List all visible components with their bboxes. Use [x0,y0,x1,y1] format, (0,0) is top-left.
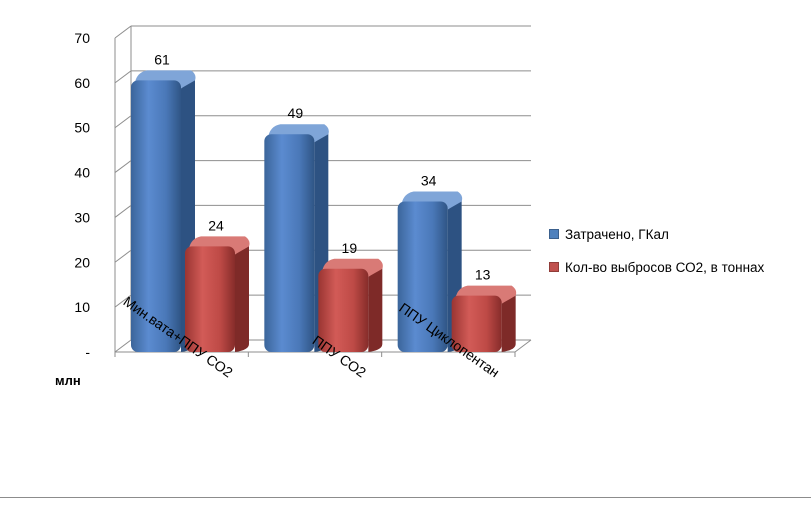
gridline-side [114,70,132,84]
bar [185,236,250,352]
y-tick-label: 10 [74,299,90,315]
gridline-side [114,294,132,308]
legend-swatch-blue [549,229,559,239]
data-label: 19 [342,240,358,256]
legend-item-series-1: Затрачено, ГКал [549,222,764,246]
legend-item-series-2: Кол-во выбросов СО2, в тоннах [549,255,764,279]
data-label: 49 [288,105,304,121]
bar [451,285,517,352]
y-axis-label: млн [55,373,81,388]
y-tick-label: 20 [74,254,90,270]
gridline-side [114,339,132,353]
y-tick-label: 60 [74,75,90,91]
bottom-divider [0,497,811,498]
y-tick-label: 70 [74,30,90,46]
gridline-side [114,205,132,218]
y-tick-label: 50 [74,120,90,136]
bar [318,258,383,352]
legend-label-series-2: Кол-во выбросов СО2, в тоннах [565,259,765,275]
gridline-side [114,115,132,129]
gridline-side [114,249,132,263]
y-tick-label: 30 [74,209,90,225]
data-label: 34 [421,172,437,188]
data-label: 24 [208,217,224,233]
data-label: 61 [154,51,170,67]
gridline-side [114,160,132,173]
y-tick-label: - [85,344,90,360]
legend-label-series-1: Затрачено, ГКал [565,226,669,242]
gridline-side [114,25,132,39]
data-label: 13 [475,267,491,283]
legend-swatch-red [549,262,559,272]
y-tick-label: 40 [74,165,90,181]
legend: Затрачено, ГКал Кол-во выбросов СО2, в т… [549,222,764,288]
